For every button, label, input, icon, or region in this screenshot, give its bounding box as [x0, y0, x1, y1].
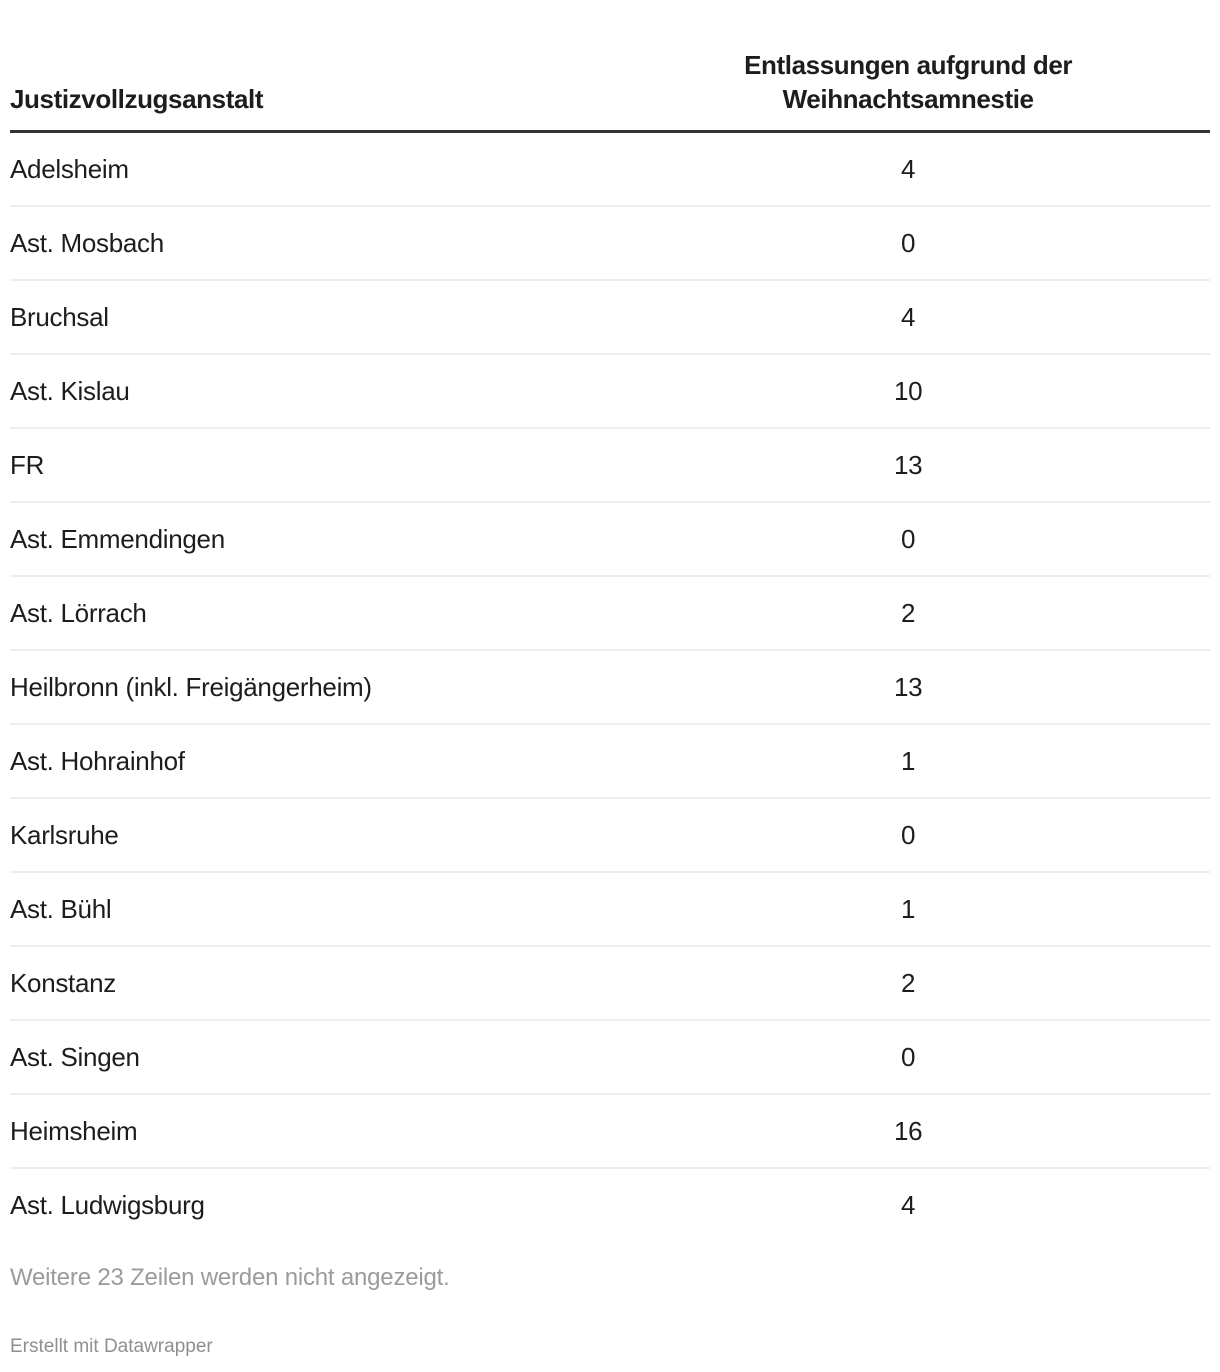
- releases-value-cell: 0: [606, 1020, 1210, 1095]
- facility-name-cell: Ast. Lörrach: [10, 576, 607, 651]
- releases-value-cell: 4: [606, 280, 1210, 355]
- facility-name-cell: Konstanz: [10, 946, 607, 1021]
- facility-name-cell: Ast. Singen: [10, 1020, 607, 1095]
- releases-value-cell: 1: [606, 724, 1210, 799]
- table-row: Bruchsal 4: [10, 280, 1210, 355]
- releases-value-cell: 13: [606, 650, 1210, 725]
- releases-value-cell: 1: [606, 872, 1210, 947]
- table-row: FR 13: [10, 428, 1210, 503]
- facility-name-cell: Ast. Bühl: [10, 872, 607, 947]
- datawrapper-attribution-link[interactable]: Erstellt mit Datawrapper: [10, 1336, 213, 1357]
- header-row: Justizvollzugsanstalt Entlassungen aufgr…: [10, 48, 1210, 133]
- table-row: Ast. Ludwigsburg 4: [10, 1168, 1210, 1241]
- column-header-entlassungen: Entlassungen aufgrund der Weihnachtsamne…: [606, 48, 1210, 133]
- facility-name-cell: Ast. Kislau: [10, 354, 607, 429]
- releases-value-cell: 13: [606, 428, 1210, 503]
- releases-value-cell: 10: [606, 354, 1210, 429]
- releases-value-cell: 0: [606, 502, 1210, 577]
- facility-name-cell: Ast. Emmendingen: [10, 502, 607, 577]
- releases-value-cell: 0: [606, 798, 1210, 873]
- table-row: Heimsheim 16: [10, 1094, 1210, 1169]
- facility-name-cell: Heimsheim: [10, 1094, 607, 1169]
- facility-name-cell: Karlsruhe: [10, 798, 607, 873]
- releases-value-cell: 16: [606, 1094, 1210, 1169]
- facility-name-cell: Ast. Mosbach: [10, 206, 607, 281]
- table-row: Ast. Singen 0: [10, 1020, 1210, 1095]
- table-row: Konstanz 2: [10, 946, 1210, 1021]
- table-row: Ast. Bühl 1: [10, 872, 1210, 947]
- facility-name-cell: Adelsheim: [10, 131, 607, 207]
- releases-value-cell: 2: [606, 576, 1210, 651]
- facility-name-cell: FR: [10, 428, 607, 503]
- table-row: Heilbronn (inkl. Freigängerheim) 13: [10, 650, 1210, 725]
- table-row: Ast. Emmendingen 0: [10, 502, 1210, 577]
- hidden-rows-note: Weitere 23 Zeilen werden nicht angezeigt…: [10, 1264, 450, 1291]
- table-row: Ast. Kislau 10: [10, 354, 1210, 429]
- data-table: Justizvollzugsanstalt Entlassungen aufgr…: [10, 48, 1210, 1241]
- facility-name-cell: Ast. Hohrainhof: [10, 724, 607, 799]
- facility-name-cell: Bruchsal: [10, 280, 607, 355]
- facility-name-cell: Heilbronn (inkl. Freigängerheim): [10, 650, 607, 725]
- column-header-justizvollzugsanstalt: Justizvollzugsanstalt: [10, 48, 607, 133]
- releases-value-cell: 4: [901, 1190, 916, 1220]
- releases-value-cell: 0: [606, 206, 1210, 281]
- releases-value-cell: 2: [606, 946, 1210, 1021]
- table-row: Ast. Lörrach 2: [10, 576, 1210, 651]
- table-row: Ast. Hohrainhof 1: [10, 724, 1210, 799]
- table-row: Karlsruhe 0: [10, 798, 1210, 873]
- table-row: Ast. Mosbach 0: [10, 206, 1210, 281]
- facility-name-cell: Ast. Ludwigsburg: [10, 1190, 205, 1220]
- table-row: Adelsheim 4: [10, 131, 1210, 207]
- releases-value-cell: 4: [606, 131, 1210, 207]
